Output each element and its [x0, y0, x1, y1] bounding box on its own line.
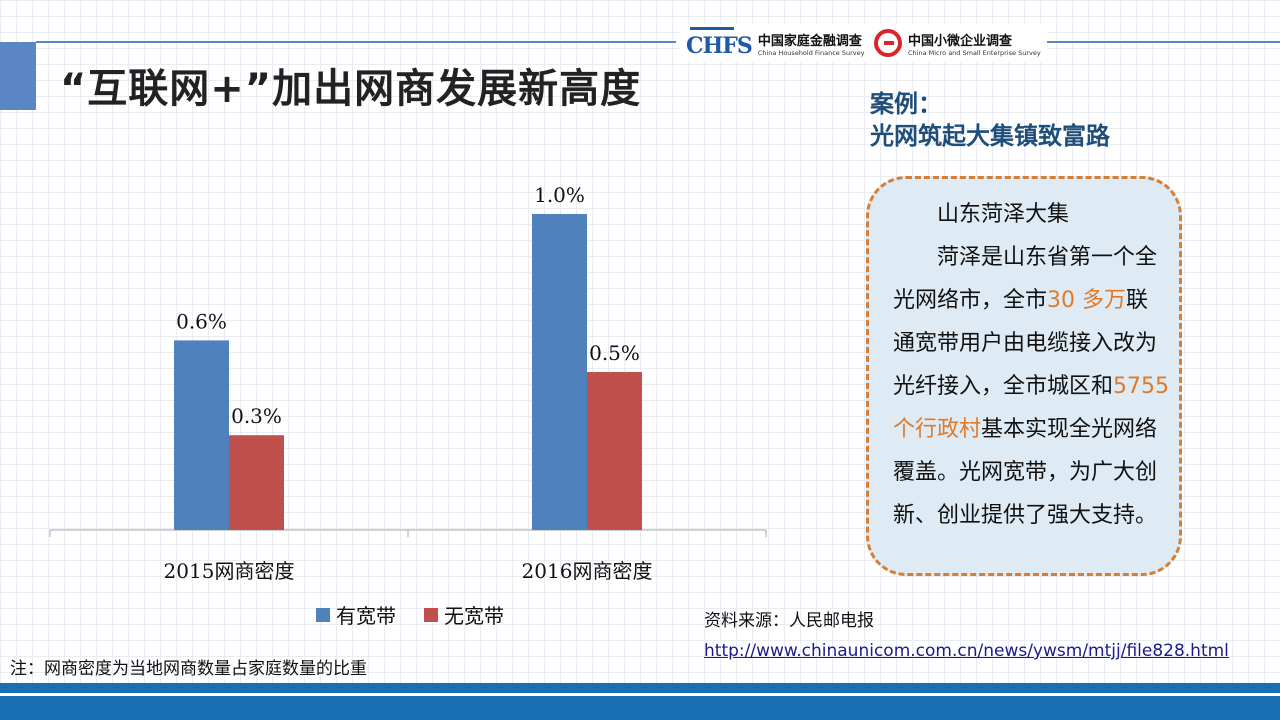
chart-legend: 有宽带 无宽带 — [316, 600, 532, 629]
data-label: 1.0% — [534, 183, 585, 207]
legend-swatch-broadband — [316, 607, 330, 622]
case-heading-line1: 案例： — [870, 90, 942, 118]
source-link[interactable]: http://www.chinaunicom.com.cn/news/ywsm/… — [704, 641, 1229, 661]
case-box-title: 山东菏泽大集 — [937, 202, 1070, 227]
header-rule-left — [36, 41, 676, 43]
cmse-logo-en: China Micro and Small Enterprise Survey — [908, 48, 1041, 57]
case-text-c: 基本实现全光网络覆盖。光网宽带，为广大创新、创业提供了强大支持。 — [893, 417, 1158, 528]
bar-broadband — [174, 340, 229, 530]
cmse-logo-icon — [874, 29, 902, 57]
cmse-logo: 中国小微企业调查 China Micro and Small Enterpris… — [868, 24, 1047, 62]
case-heading: 案例： 光网筑起大集镇致富路 — [870, 88, 1110, 152]
footnote: 注：网商密度为当地网商数量占家庭数量的比重 — [10, 659, 367, 679]
page-title: “互联网+”加出网商发展新高度 — [60, 66, 642, 112]
case-box: 山东菏泽大集 菏泽是山东省第一个全光网络市，全市30 多万联通宽带用户由电缆接入… — [866, 176, 1182, 576]
data-label: 0.6% — [176, 309, 227, 333]
case-box-body: 菏泽是山东省第一个全光网络市，全市30 多万联通宽带用户由电缆接入改为光纤接入，… — [893, 236, 1169, 537]
chfs-logo-mark: CHFS — [686, 27, 753, 59]
legend-label-broadband: 有宽带 — [336, 604, 396, 628]
chfs-logo-cn: 中国家庭金融调查 — [757, 33, 862, 49]
footer-stripe — [0, 693, 1280, 696]
x-tick-label: 2016网商密度 — [522, 559, 653, 583]
case-heading-line2: 光网筑起大集镇致富路 — [870, 122, 1110, 150]
chfs-logo: CHFS 中国家庭金融调查 China Household Finance Su… — [680, 24, 871, 62]
legend-swatch-no-broadband — [424, 607, 438, 622]
bar-no-broadband — [229, 435, 284, 530]
header-rule-right — [1046, 41, 1280, 43]
source-label: 资料来源：人民邮电报 — [704, 611, 874, 631]
x-tick-label: 2015网商密度 — [164, 559, 295, 583]
data-label: 0.3% — [231, 404, 282, 428]
data-label: 0.5% — [589, 341, 640, 365]
case-highlight-villages: 5755个行政村 — [893, 374, 1170, 442]
case-text-a: 菏泽是山东省第一个全光网络市，全市 — [893, 245, 1158, 313]
title-accent-bar — [0, 42, 36, 110]
footer-band — [0, 683, 1280, 720]
case-highlight-users: 30 多万 — [1047, 288, 1127, 313]
bar-broadband — [532, 214, 587, 530]
bar-no-broadband — [587, 372, 642, 530]
case-text-b: 联通宽带用户由电缆接入改为光纤接入，全市城区和 — [893, 288, 1158, 399]
cmse-logo-cn: 中国小微企业调查 — [908, 33, 1013, 49]
chfs-logo-en: China Household Finance Survey — [757, 48, 865, 57]
legend-label-no-broadband: 无宽带 — [444, 604, 504, 628]
